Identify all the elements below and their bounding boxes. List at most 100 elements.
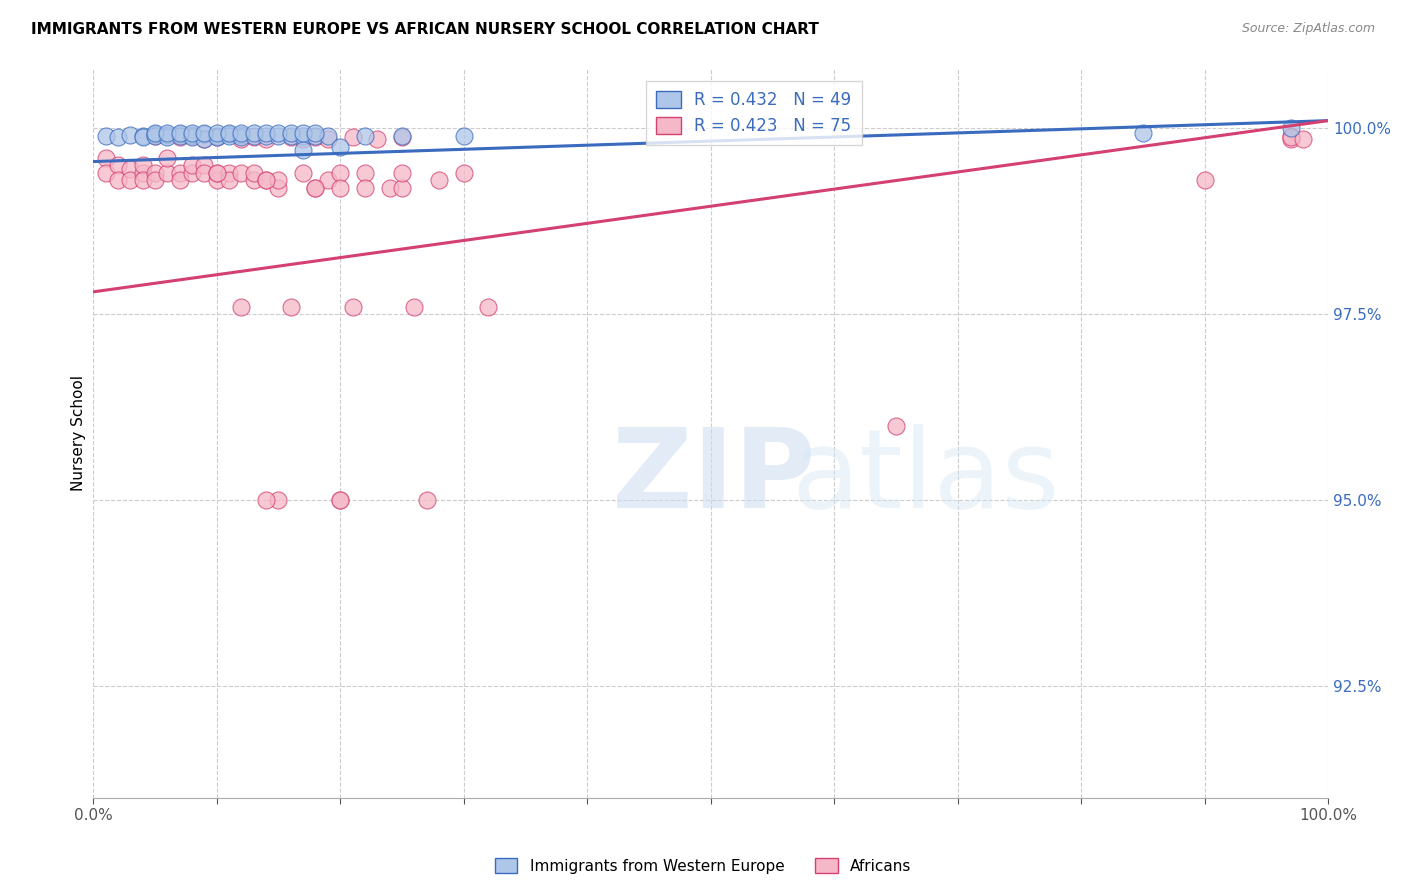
Point bbox=[477, 300, 499, 314]
Point bbox=[267, 493, 290, 508]
Point bbox=[242, 126, 264, 140]
Point bbox=[205, 128, 228, 143]
Legend: R = 0.432   N = 49, R = 0.423   N = 75: R = 0.432 N = 49, R = 0.423 N = 75 bbox=[647, 80, 862, 145]
Point bbox=[169, 126, 191, 140]
Point bbox=[292, 126, 315, 140]
Point bbox=[205, 166, 228, 180]
Point bbox=[329, 166, 352, 180]
Point bbox=[205, 130, 228, 145]
Point bbox=[254, 173, 277, 187]
Point bbox=[316, 132, 339, 146]
Point bbox=[280, 128, 302, 143]
Point bbox=[354, 166, 377, 180]
Point bbox=[242, 173, 264, 187]
Point bbox=[205, 173, 228, 187]
Point bbox=[169, 166, 191, 180]
Point bbox=[366, 132, 388, 146]
Point bbox=[280, 300, 302, 314]
Point bbox=[131, 128, 153, 143]
Point bbox=[218, 127, 240, 141]
Point bbox=[267, 126, 290, 140]
Point bbox=[231, 300, 253, 314]
Point bbox=[218, 126, 240, 140]
Point bbox=[304, 126, 326, 140]
Point bbox=[120, 161, 142, 176]
Text: Source: ZipAtlas.com: Source: ZipAtlas.com bbox=[1241, 22, 1375, 36]
Point bbox=[143, 166, 166, 180]
Point bbox=[427, 173, 450, 187]
Point bbox=[304, 180, 326, 194]
Point bbox=[292, 144, 315, 158]
Point bbox=[193, 132, 215, 146]
Point bbox=[193, 126, 215, 140]
Point bbox=[354, 128, 377, 143]
Point bbox=[1279, 121, 1302, 136]
Point bbox=[292, 132, 315, 146]
Point bbox=[316, 173, 339, 187]
Text: IMMIGRANTS FROM WESTERN EUROPE VS AFRICAN NURSERY SCHOOL CORRELATION CHART: IMMIGRANTS FROM WESTERN EUROPE VS AFRICA… bbox=[31, 22, 818, 37]
Point bbox=[181, 158, 204, 172]
Point bbox=[316, 128, 339, 143]
Legend: Immigrants from Western Europe, Africans: Immigrants from Western Europe, Africans bbox=[488, 852, 918, 880]
Point bbox=[242, 166, 264, 180]
Point bbox=[181, 130, 204, 145]
Point bbox=[391, 130, 413, 145]
Point bbox=[453, 166, 475, 180]
Point bbox=[1279, 132, 1302, 146]
Point bbox=[156, 166, 179, 180]
Point bbox=[156, 126, 179, 140]
Y-axis label: Nursery School: Nursery School bbox=[72, 376, 86, 491]
Point bbox=[143, 128, 166, 143]
Point bbox=[267, 180, 290, 194]
Point bbox=[267, 128, 290, 143]
Point bbox=[181, 128, 204, 143]
Point bbox=[354, 180, 377, 194]
Point bbox=[120, 128, 142, 142]
Point bbox=[378, 180, 401, 194]
Point bbox=[329, 180, 352, 194]
Point bbox=[391, 180, 413, 194]
Point bbox=[280, 130, 302, 145]
Point bbox=[304, 180, 326, 194]
Point bbox=[231, 130, 253, 145]
Point bbox=[156, 130, 179, 145]
Point bbox=[169, 173, 191, 187]
Point bbox=[391, 166, 413, 180]
Point bbox=[107, 130, 129, 145]
Point bbox=[156, 128, 179, 142]
Point bbox=[329, 139, 352, 153]
Point bbox=[254, 126, 277, 140]
Point bbox=[280, 126, 302, 140]
Point bbox=[143, 126, 166, 140]
Point bbox=[254, 173, 277, 187]
Point bbox=[304, 130, 326, 145]
Point bbox=[218, 166, 240, 180]
Point bbox=[231, 132, 253, 146]
Point bbox=[193, 158, 215, 172]
Point bbox=[143, 128, 166, 143]
Text: atlas: atlas bbox=[792, 424, 1060, 531]
Point bbox=[1194, 173, 1216, 187]
Point bbox=[267, 173, 290, 187]
Point bbox=[205, 166, 228, 180]
Point bbox=[231, 166, 253, 180]
Point bbox=[131, 158, 153, 172]
Point bbox=[453, 128, 475, 143]
Point bbox=[120, 173, 142, 187]
Point bbox=[205, 126, 228, 140]
Point bbox=[329, 493, 352, 508]
Point bbox=[193, 132, 215, 146]
Point bbox=[254, 132, 277, 146]
Point bbox=[181, 166, 204, 180]
Point bbox=[231, 126, 253, 140]
Point bbox=[292, 166, 315, 180]
Point bbox=[242, 128, 264, 143]
Point bbox=[404, 300, 426, 314]
Point bbox=[304, 128, 326, 143]
Point bbox=[218, 128, 240, 143]
Point bbox=[342, 300, 364, 314]
Point bbox=[254, 493, 277, 508]
Point bbox=[1132, 126, 1154, 140]
Point bbox=[218, 173, 240, 187]
Point bbox=[94, 151, 117, 165]
